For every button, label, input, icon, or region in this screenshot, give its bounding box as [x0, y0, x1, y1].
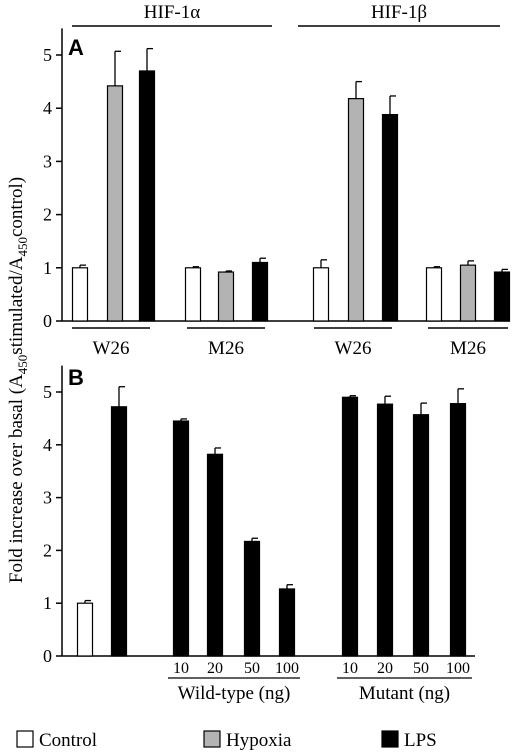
panel-b-y-tick-label: 0 — [43, 646, 52, 666]
panel-b-y-tick-label: 1 — [43, 593, 52, 613]
panel-b-lps-bar — [110, 406, 128, 657]
legend-hypoxia-label: Hypoxia — [226, 730, 292, 751]
panel-b-lps-bar — [172, 420, 190, 657]
panel-a-y-tick-label: 0 — [43, 311, 52, 331]
panel-b-x-tick-label: 50 — [413, 660, 429, 677]
panel-a-lps-bar — [138, 70, 156, 322]
panel-b-y-tick-label: 5 — [43, 382, 52, 402]
panel-a-y-tick-label: 2 — [43, 205, 52, 225]
legend-control-swatch — [16, 730, 34, 748]
panel-b-y-tick-label: 4 — [43, 435, 52, 455]
panel-b-lps-bar — [278, 588, 296, 657]
panel-a-y-tick-label: 3 — [43, 151, 52, 171]
panel-b-x-tick-label: 50 — [244, 660, 260, 677]
panel-a-control-bar — [184, 267, 202, 322]
panel-b-x-tick-label: 20 — [377, 660, 393, 677]
panel-a-bottom-group-label: M26 — [450, 338, 486, 359]
panel-a-bottom-group-label: W26 — [335, 338, 372, 359]
panel-b-lps-bar — [206, 453, 224, 657]
panel-b-control-bar — [76, 602, 94, 657]
panel-b-lps-bar — [412, 414, 430, 657]
panel-a-lps-bar — [381, 113, 399, 322]
panel-a: A 0 1 2 3 4 5 HIF-1α HIF-1β W26 M26 W26 M26 — [43, 2, 511, 359]
panel-b-lps-bar — [243, 540, 261, 657]
panel-a-hypoxia-bar — [106, 85, 124, 322]
panel-a-control-bar — [425, 267, 443, 322]
legend-hypoxia-swatch — [203, 730, 221, 748]
panel-a-top-group-label: HIF-1α — [144, 2, 200, 23]
panel-b-x-tick-label: 20 — [207, 660, 223, 677]
panel-a-y-tick-label: 1 — [43, 258, 52, 278]
panel-a-y-tick-label: 4 — [43, 98, 52, 118]
panel-b: B 0 1 2 3 4 5 10 20 50 100 10 20 50 100 Wild-type (ng)… — [43, 365, 475, 704]
panel-b-lps-bar — [376, 403, 394, 657]
panel-b-y-tick-label: 3 — [43, 488, 52, 508]
panel-a-control-bar — [71, 267, 89, 322]
panel-b-x-tick-label: 10 — [342, 660, 358, 677]
legend: Control Hypoxia LPS — [16, 730, 437, 751]
panel-a-control-bar — [312, 267, 330, 322]
legend-lps-label: LPS — [404, 730, 437, 751]
panel-a-bottom-group-label: M26 — [208, 338, 244, 359]
panel-b-lps-bar — [341, 396, 359, 657]
panel-a-y-tick-label: 5 — [43, 45, 52, 65]
panel-a-bottom-group-label: W26 — [93, 338, 130, 359]
panel-a-lps-bar — [251, 261, 269, 322]
y-axis-label: Fold increase over basal (A450stimulated… — [6, 177, 30, 583]
panel-b-x-tick-label: 100 — [446, 660, 470, 677]
legend-lps-swatch — [381, 730, 399, 748]
panel-b-x-tick-label: 100 — [275, 660, 299, 677]
panel-a-hypoxia-bar — [347, 98, 365, 322]
panel-a-hypoxia-bar — [459, 264, 477, 322]
panel-a-lps-bar — [493, 271, 511, 322]
panel-a-top-group-label: HIF-1β — [371, 2, 427, 23]
panel-b-group-label: Wild-type (ng) — [178, 683, 291, 704]
panel-b-label: B — [68, 365, 84, 390]
panel-b-lps-bar — [449, 403, 467, 657]
panel-a-label: A — [68, 35, 84, 60]
panel-b-x-tick-label: 10 — [173, 660, 189, 677]
panel-b-group-label: Mutant (ng) — [359, 683, 450, 704]
panel-a-hypoxia-bar — [217, 271, 235, 322]
panel-b-y-tick-label: 2 — [43, 540, 52, 560]
legend-control-label: Control — [39, 730, 97, 751]
